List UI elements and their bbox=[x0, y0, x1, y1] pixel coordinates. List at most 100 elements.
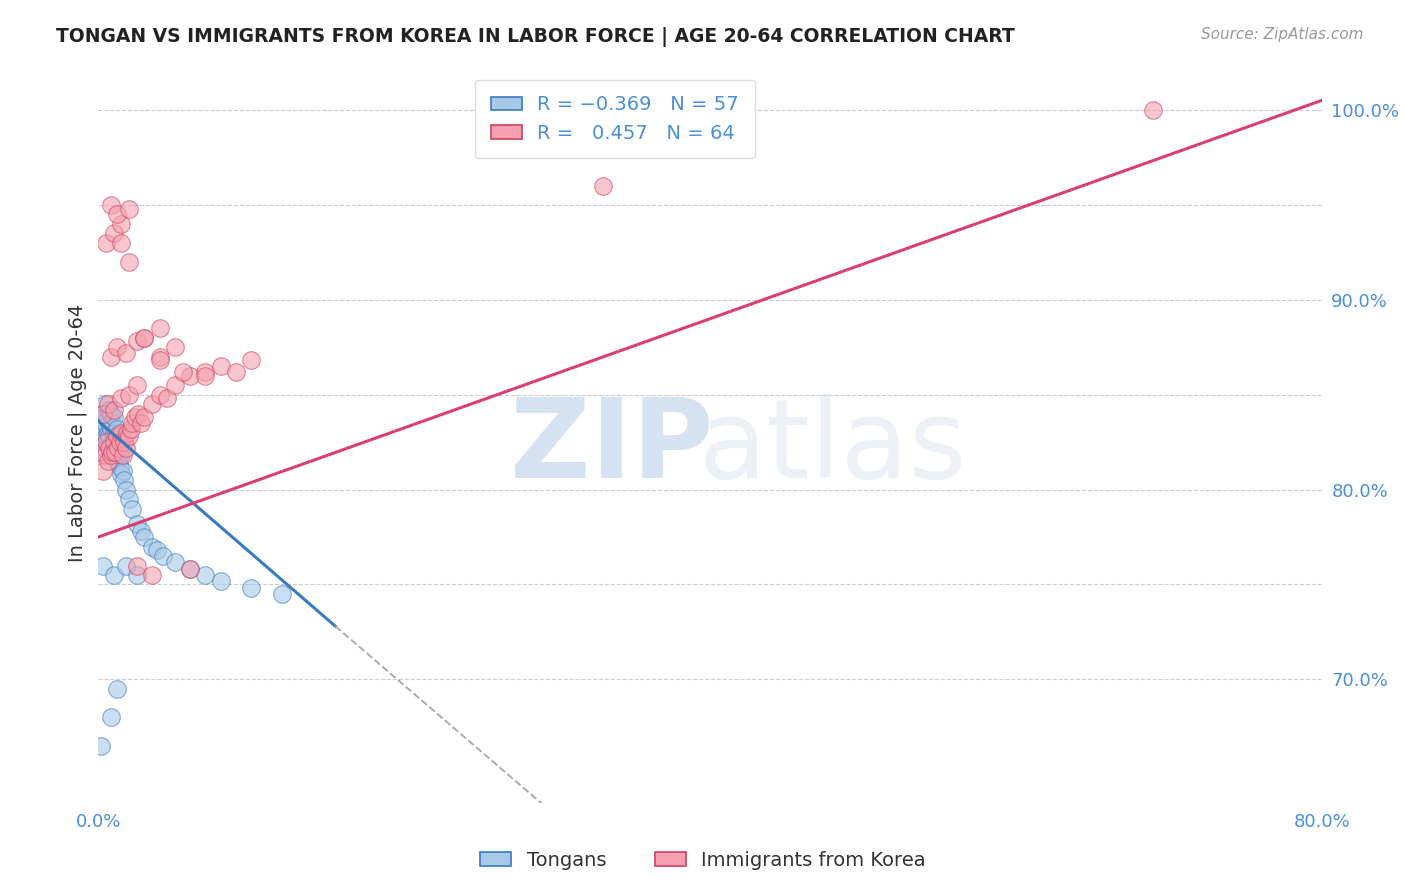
Point bbox=[179, 368, 201, 383]
Point bbox=[152, 549, 174, 563]
Point bbox=[156, 392, 179, 406]
Point bbox=[118, 429, 141, 443]
Point bbox=[94, 429, 117, 443]
Point bbox=[94, 435, 117, 450]
Point bbox=[105, 422, 128, 436]
Point bbox=[129, 524, 152, 539]
Point bbox=[91, 407, 114, 421]
Point bbox=[240, 582, 263, 596]
Point bbox=[125, 568, 148, 582]
Point bbox=[194, 365, 217, 379]
Point bbox=[105, 207, 128, 221]
Point bbox=[94, 235, 117, 250]
Point bbox=[121, 416, 143, 430]
Point bbox=[115, 346, 138, 360]
Point bbox=[149, 387, 172, 401]
Point bbox=[98, 429, 121, 443]
Point bbox=[118, 202, 141, 216]
Point bbox=[179, 562, 201, 576]
Point bbox=[105, 340, 128, 354]
Point bbox=[91, 464, 114, 478]
Point bbox=[104, 444, 127, 458]
Point bbox=[107, 454, 129, 468]
Point bbox=[93, 416, 115, 430]
Point bbox=[110, 449, 132, 463]
Point bbox=[103, 425, 125, 440]
Point bbox=[101, 444, 124, 458]
Point bbox=[97, 397, 120, 411]
Point bbox=[103, 410, 125, 425]
Point bbox=[141, 397, 163, 411]
Point bbox=[163, 340, 186, 354]
Point bbox=[105, 681, 128, 696]
Point bbox=[105, 444, 128, 458]
Point bbox=[100, 422, 122, 436]
Point bbox=[112, 473, 135, 487]
Point bbox=[101, 435, 124, 450]
Point bbox=[104, 429, 127, 443]
Text: atlas: atlas bbox=[699, 394, 966, 501]
Point bbox=[194, 368, 217, 383]
Point bbox=[1142, 103, 1164, 117]
Point bbox=[100, 198, 122, 212]
Point bbox=[149, 353, 172, 368]
Point bbox=[225, 365, 247, 379]
Point bbox=[90, 407, 112, 421]
Point bbox=[91, 407, 114, 421]
Point bbox=[115, 483, 138, 497]
Point bbox=[118, 491, 141, 506]
Point bbox=[121, 501, 143, 516]
Point bbox=[149, 350, 172, 364]
Point bbox=[100, 710, 122, 724]
Legend: Tongans, Immigrants from Korea: Tongans, Immigrants from Korea bbox=[472, 843, 934, 878]
Point bbox=[101, 416, 124, 430]
Text: TONGAN VS IMMIGRANTS FROM KOREA IN LABOR FORCE | AGE 20-64 CORRELATION CHART: TONGAN VS IMMIGRANTS FROM KOREA IN LABOR… bbox=[56, 27, 1015, 46]
Point bbox=[89, 444, 111, 458]
Point bbox=[108, 459, 131, 474]
Point bbox=[115, 441, 138, 455]
Point bbox=[209, 574, 232, 588]
Point bbox=[118, 254, 141, 268]
Point bbox=[194, 568, 217, 582]
Point bbox=[93, 449, 115, 463]
Point bbox=[98, 441, 121, 455]
Point bbox=[100, 449, 122, 463]
Point bbox=[105, 429, 128, 443]
Point bbox=[110, 425, 132, 440]
Point bbox=[107, 435, 129, 450]
Point bbox=[93, 397, 115, 411]
Point bbox=[118, 387, 141, 401]
Point bbox=[124, 410, 146, 425]
Point bbox=[117, 425, 139, 440]
Point bbox=[145, 543, 167, 558]
Point bbox=[104, 441, 127, 455]
Point bbox=[125, 378, 148, 392]
Y-axis label: In Labor Force | Age 20-64: In Labor Force | Age 20-64 bbox=[67, 303, 87, 562]
Point bbox=[209, 359, 232, 374]
Point bbox=[107, 441, 129, 455]
Point bbox=[108, 435, 131, 450]
Point bbox=[94, 441, 117, 455]
Point bbox=[163, 555, 186, 569]
Point bbox=[111, 449, 134, 463]
Point bbox=[110, 467, 132, 482]
Point bbox=[134, 530, 156, 544]
Point bbox=[100, 350, 122, 364]
Point bbox=[115, 558, 138, 573]
Legend: R = −0.369   N = 57, R =   0.457   N = 64: R = −0.369 N = 57, R = 0.457 N = 64 bbox=[475, 79, 755, 159]
Point bbox=[240, 353, 263, 368]
Point bbox=[125, 558, 148, 573]
Point bbox=[90, 739, 112, 753]
Point bbox=[108, 444, 131, 458]
Point bbox=[90, 444, 112, 458]
Point bbox=[592, 178, 614, 193]
Point bbox=[141, 540, 163, 554]
Point bbox=[103, 568, 125, 582]
Point bbox=[98, 416, 121, 430]
Point bbox=[179, 562, 201, 576]
Point bbox=[100, 444, 122, 458]
Point bbox=[129, 416, 152, 430]
Point bbox=[98, 402, 121, 417]
Point bbox=[97, 425, 120, 440]
Point bbox=[91, 435, 114, 450]
